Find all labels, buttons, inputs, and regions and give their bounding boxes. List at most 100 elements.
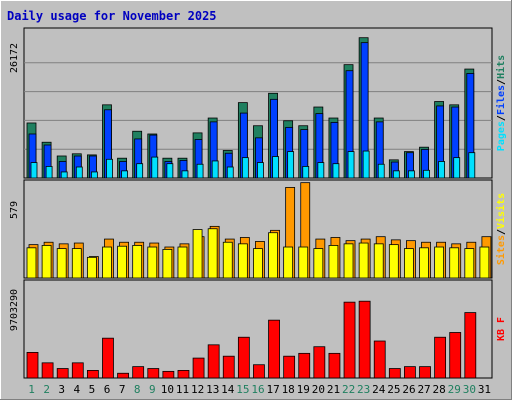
x-label-day-16: 16: [251, 383, 264, 396]
x-label-day-7: 7: [119, 383, 126, 396]
bar-pages-day-13: [211, 160, 219, 179]
bar-sites-day-21: [328, 245, 339, 279]
bar-kb-day-19: [298, 352, 311, 379]
bar-kb-day-9: [147, 368, 160, 379]
bar-sites-day-31: [479, 246, 490, 279]
bar-sites-day-11: [177, 246, 188, 279]
x-label-day-17: 17: [266, 383, 279, 396]
bar-pages-day-5: [90, 171, 98, 179]
bar-kb-day-3: [56, 368, 69, 379]
x-label-day-29: 29: [448, 383, 461, 396]
bar-pages-day-3: [60, 171, 68, 179]
bar-sites-day-22: [343, 243, 354, 279]
bar-sites-day-26: [404, 248, 414, 279]
x-label-day-25: 25: [387, 383, 400, 396]
bar-kb-day-15: [237, 336, 250, 379]
bar-sites-day-25: [388, 244, 399, 279]
x-label-day-21: 21: [327, 383, 340, 396]
bar-sites-day-6: [102, 246, 112, 279]
bar-kb-day-21: [328, 352, 341, 379]
bar-sites-day-5: [86, 256, 97, 279]
bar-pages-day-30: [468, 152, 476, 179]
bar-pages-day-9: [151, 156, 159, 179]
bar-sites-day-2: [41, 245, 52, 279]
bar-pages-day-18: [287, 151, 295, 179]
x-label-day-12: 12: [191, 383, 204, 396]
bar-pages-day-15: [241, 157, 249, 179]
bar-kb-day-30: [464, 312, 477, 379]
right-legend-2: Sites/Visits: [495, 193, 507, 265]
bar-sites-day-16: [253, 248, 263, 279]
bar-kb-day-8: [132, 366, 145, 379]
bar-sites-day-19: [298, 246, 309, 279]
bar-pages-day-1: [30, 162, 38, 179]
panel-frame: [23, 279, 493, 379]
bar-sites-day-1: [26, 247, 37, 279]
bar-sites-day-18: [283, 246, 294, 279]
bar-pages-day-16: [257, 162, 264, 179]
bar-pages-day-10: [166, 163, 174, 179]
bar-pages-day-11: [181, 170, 189, 179]
bar-kb-day-1: [26, 352, 39, 379]
x-label-day-19: 19: [297, 383, 310, 396]
x-label-day-15: 15: [236, 383, 249, 396]
legend-part: /: [496, 79, 507, 85]
bar-pages-day-6: [106, 158, 113, 179]
bar-kb-day-6: [102, 337, 114, 379]
x-label-day-4: 4: [74, 383, 81, 396]
bar-pages-day-19: [302, 166, 310, 179]
bar-pages-day-4: [75, 166, 83, 179]
bar-sites-day-24: [373, 243, 384, 279]
bar-kb-day-13: [207, 344, 220, 379]
bar-kb-day-23: [358, 300, 371, 379]
panel-1: 26172 Pages/Files/Hits: [9, 27, 507, 179]
legend-part: /: [496, 229, 507, 235]
legend-part: Files: [495, 85, 507, 115]
legend-part: /: [496, 115, 507, 121]
bar-pages-day-23: [362, 150, 370, 179]
x-label-day-18: 18: [282, 383, 295, 396]
legend-part: Sites: [495, 235, 507, 265]
bar-sites-day-23: [358, 242, 369, 279]
x-label-day-22: 22: [342, 383, 355, 396]
bar-pages-day-14: [226, 166, 234, 179]
bar-pages-day-8: [136, 163, 144, 179]
bar-kb-day-29: [449, 332, 462, 379]
x-label-day-28: 28: [433, 383, 446, 396]
x-label-day-13: 13: [206, 383, 219, 396]
x-label-day-5: 5: [89, 383, 96, 396]
x-label-day-9: 9: [149, 383, 156, 396]
bar-pages-day-24: [377, 163, 385, 179]
bar-sites-day-3: [56, 248, 67, 279]
bar-sites-day-17: [268, 232, 278, 279]
bar-kb-day-27: [419, 366, 431, 379]
bar-kb-day-14: [222, 355, 235, 379]
bar-pages-day-20: [317, 162, 325, 179]
bar-kb-day-7: [117, 372, 129, 379]
bar-kb-day-5: [86, 370, 99, 379]
y-max-label: 26172: [9, 43, 20, 73]
bar-pages-day-7: [121, 170, 128, 179]
right-legend-1: Pages/Files/Hits: [495, 55, 507, 151]
legend-part: KB F: [496, 317, 507, 341]
bar-pages-day-2: [45, 166, 53, 179]
bar-sites-day-8: [132, 245, 143, 279]
x-label-day-26: 26: [402, 383, 415, 396]
bar-sites-day-14: [222, 241, 233, 279]
bar-kb-day-4: [71, 362, 84, 379]
bar-sites-day-4: [71, 248, 82, 279]
x-label-day-14: 14: [221, 383, 235, 396]
legend-part: Hits: [495, 55, 507, 79]
bar-kb-day-25: [388, 368, 401, 379]
bar-sites-day-9: [147, 246, 158, 279]
bar-sites-day-12: [192, 229, 203, 279]
bar-sites-day-10: [162, 248, 173, 279]
bar-kb-day-24: [373, 340, 386, 379]
bar-kb-day-16: [253, 364, 265, 379]
x-label-day-31: 31: [478, 383, 491, 396]
bar-kb-day-10: [162, 370, 175, 379]
bar-kb-day-2: [41, 362, 54, 379]
y-max-label: 9703290: [9, 289, 20, 331]
x-label-day-3: 3: [58, 383, 65, 396]
